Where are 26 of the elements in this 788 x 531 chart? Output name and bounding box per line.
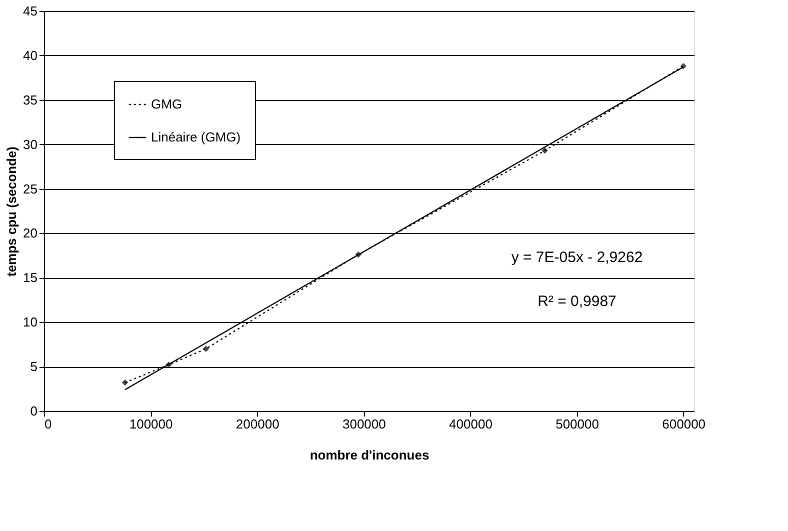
x-tick-label: 0	[44, 416, 52, 432]
y-tick-label: 45	[23, 4, 38, 18]
y-tick-label: 30	[23, 136, 38, 152]
annotation: y = 7E-05x - 2,9262	[511, 249, 643, 266]
x-tick-label: 200000	[236, 416, 280, 432]
x-tick-label: 300000	[342, 416, 386, 432]
y-tick-label: 0	[30, 404, 38, 418]
y-tick-label: 5	[30, 359, 38, 374]
point	[202, 346, 210, 352]
y-tick-label: 15	[23, 270, 38, 286]
y-tick-label: 20	[23, 226, 38, 241]
y-tick-label: 35	[23, 92, 38, 108]
point	[122, 379, 128, 386]
legend-label: GMG	[151, 96, 182, 112]
y-axis-title: temps cpu (seconde)	[4, 146, 20, 277]
x-axis-title: nombre d'inconues	[310, 448, 430, 462]
x-tick-label: 600000	[662, 416, 706, 432]
y-tick-label: 10	[23, 314, 38, 330]
annotation: R² = 0,9987	[538, 293, 616, 310]
y-tick-label: 25	[23, 181, 38, 196]
x-tick-label: 400000	[449, 416, 492, 432]
y-tick-label: 40	[23, 48, 38, 63]
x-tick-label: 500000	[556, 416, 599, 432]
point	[542, 147, 548, 154]
legend-label: Linéaire (GMG)	[151, 130, 241, 144]
x-tick-label: 100000	[129, 416, 173, 432]
